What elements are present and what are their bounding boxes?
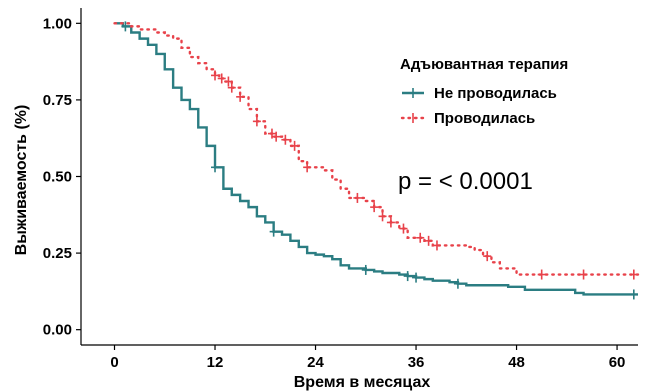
legend-label-series-0: Не проводилась [434,85,557,102]
censor-mark [224,76,233,87]
censor-mark [416,232,425,243]
censor-mark [579,269,588,280]
y-tick-label: 0.25 [43,245,72,262]
censor-mark [386,217,395,228]
x-tick-label: 24 [307,354,324,371]
series-line-1 [113,22,640,276]
censor-mark [236,91,245,102]
x-tick-label: 36 [408,354,425,371]
censor-mark [403,271,412,282]
censor-mark [537,269,546,280]
y-tick-label: 0.75 [43,92,72,109]
legend-item-series-0: Не проводилась [402,85,557,102]
x-tick-label: 60 [609,354,626,371]
x-tick-label: 48 [508,354,525,371]
plot-area [113,21,640,300]
censor-mark [303,162,312,173]
x-tick-label: 12 [207,354,224,371]
x-axis-ticks: 0 12 24 36 48 60 [110,345,625,371]
censor-mark [453,278,462,289]
censor-mark [281,134,290,145]
censor-mark [211,162,220,173]
censor-mark [432,240,441,251]
x-tick-label: 0 [110,354,118,371]
x-axis-title: Время в месяцах [294,374,431,391]
censor-mark [424,235,433,246]
censor-mark [629,269,638,280]
censor-mark [629,289,638,300]
y-tick-label: 0.00 [43,322,72,339]
y-axis-title: Выживаемость (%) [13,105,30,256]
legend: Адъювантная терапия Не проводилась Прово… [400,56,568,127]
censor-mark [353,192,362,203]
censor-mark [272,131,281,142]
censor-mark [378,211,387,222]
censor-mark [290,140,299,151]
censor-mark [121,21,130,32]
censor-mark [269,226,278,237]
p-value-annotation: p = < 0.0001 [398,168,533,195]
censor-mark [361,264,370,275]
censor-mark [399,223,408,234]
censor-mark [412,272,421,283]
censor-mark [211,70,220,81]
censor-mark [267,128,276,139]
series-line-0 [114,22,638,296]
legend-item-series-1: Проводилась [400,110,535,127]
y-tick-label: 1.00 [43,15,72,32]
censor-mark [252,116,261,127]
censor-mark [370,202,379,213]
censor-mark [217,73,226,84]
legend-title: Адъювантная терапия [400,56,568,73]
y-tick-label: 0.50 [43,169,72,186]
censor-mark [227,82,236,93]
y-axis-ticks: 0.00 0.25 0.50 0.75 1.00 [43,15,81,339]
legend-label-series-1: Проводилась [434,110,535,127]
censor-mark [483,251,492,262]
